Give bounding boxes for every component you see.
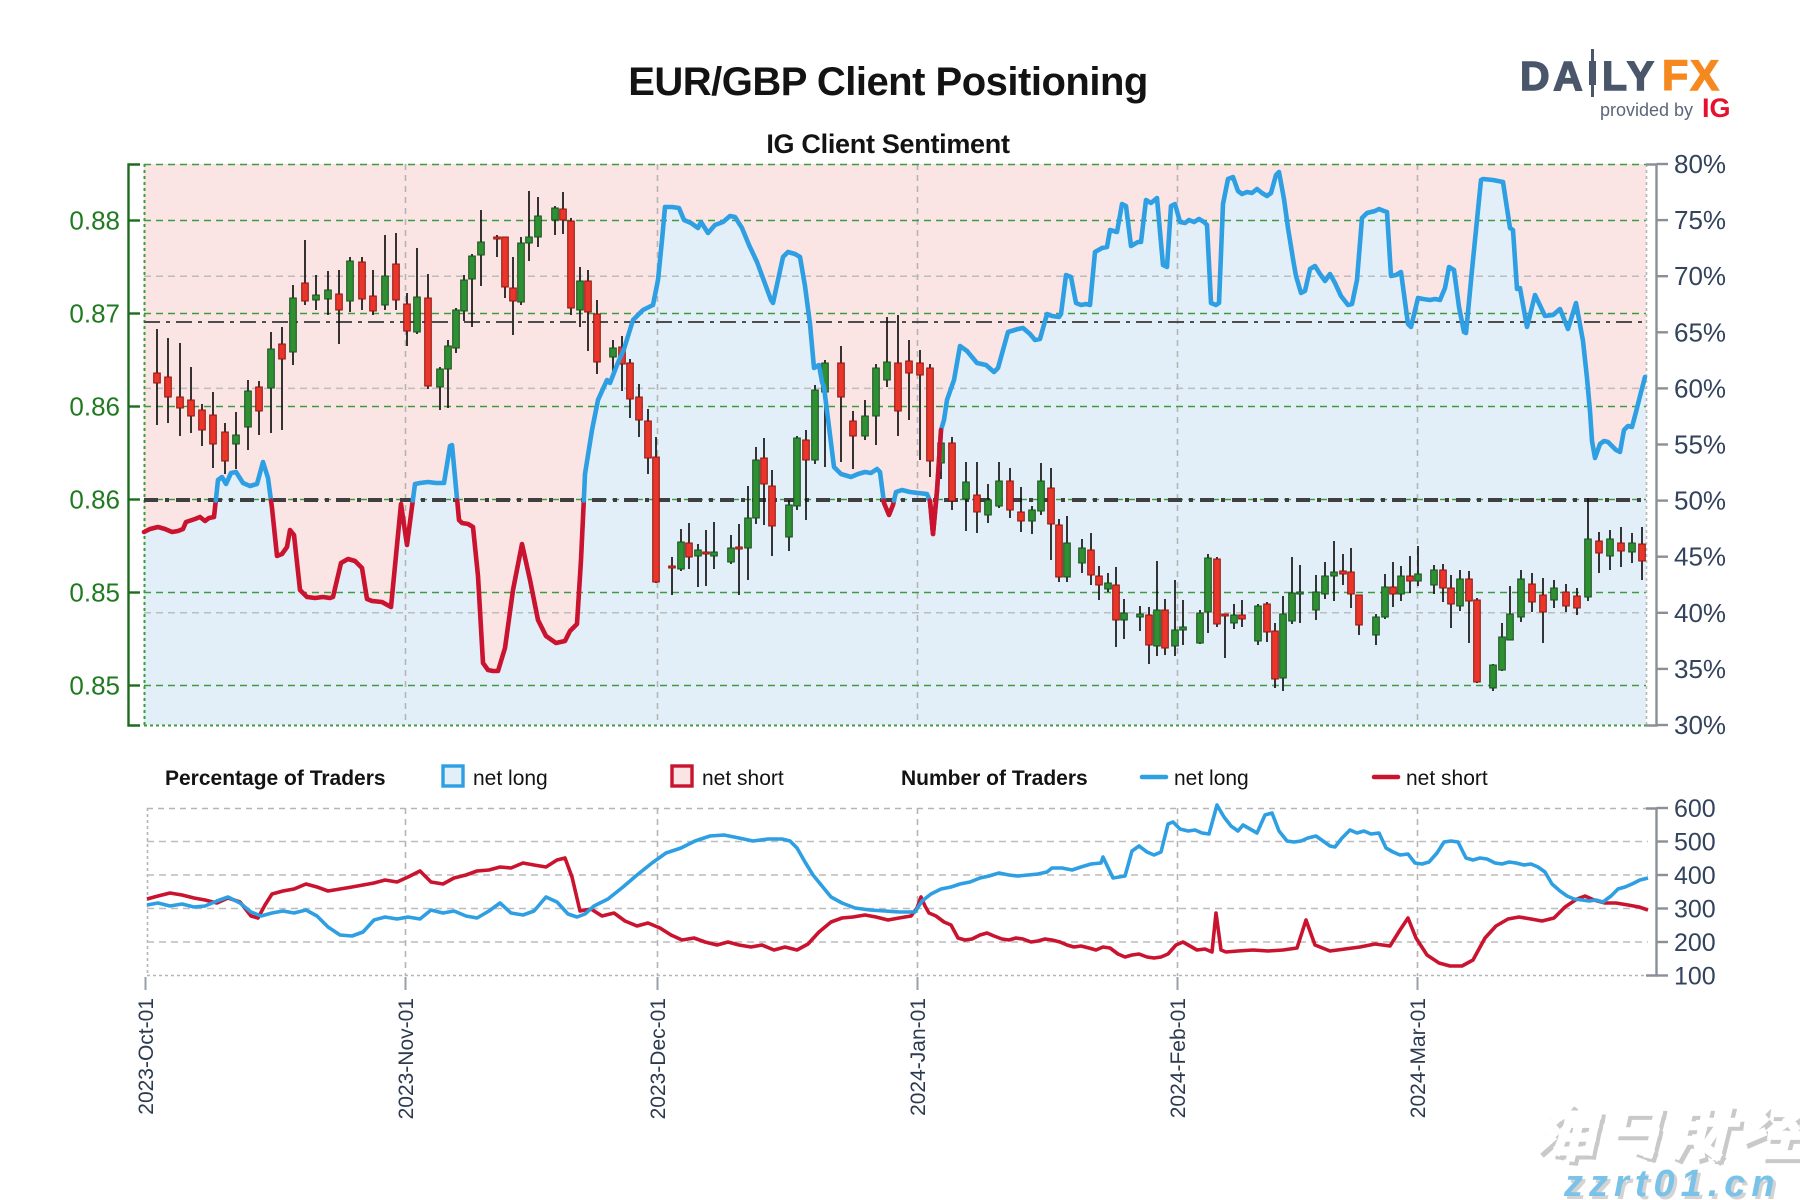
svg-text:IG: IG bbox=[1702, 93, 1731, 123]
svg-text:80%: 80% bbox=[1674, 149, 1726, 179]
svg-text:2024-Jan-01: 2024-Jan-01 bbox=[907, 998, 930, 1116]
svg-text:45%: 45% bbox=[1674, 542, 1726, 572]
svg-text:30%: 30% bbox=[1674, 710, 1726, 740]
svg-text:600: 600 bbox=[1674, 795, 1716, 823]
svg-text:Percentage of Traders: Percentage of Traders bbox=[165, 767, 386, 790]
svg-text:400: 400 bbox=[1674, 862, 1716, 890]
svg-text:2023-Dec-01: 2023-Dec-01 bbox=[647, 998, 670, 1119]
svg-text:net short: net short bbox=[702, 767, 784, 790]
svg-text:300: 300 bbox=[1674, 896, 1716, 924]
svg-text:500: 500 bbox=[1674, 829, 1716, 857]
svg-text:2023-Nov-01: 2023-Nov-01 bbox=[395, 998, 418, 1119]
svg-text:LY: LY bbox=[1602, 53, 1658, 99]
svg-text:net short: net short bbox=[1406, 767, 1488, 790]
svg-text:60%: 60% bbox=[1674, 373, 1726, 403]
svg-text:provided by: provided by bbox=[1600, 100, 1693, 120]
svg-text:0.85: 0.85 bbox=[69, 671, 120, 701]
svg-text:35%: 35% bbox=[1674, 654, 1726, 684]
svg-text:0.86: 0.86 bbox=[69, 485, 120, 515]
svg-text:2023-Oct-01: 2023-Oct-01 bbox=[135, 998, 158, 1115]
svg-text:100: 100 bbox=[1674, 963, 1716, 991]
svg-text:DA: DA bbox=[1520, 53, 1586, 99]
svg-text:0.88: 0.88 bbox=[69, 206, 120, 236]
svg-text:net long: net long bbox=[1174, 767, 1249, 790]
svg-text:55%: 55% bbox=[1674, 430, 1726, 460]
svg-text:50%: 50% bbox=[1674, 486, 1726, 516]
svg-text:200: 200 bbox=[1674, 929, 1716, 957]
svg-text:75%: 75% bbox=[1674, 205, 1726, 235]
svg-text:net long: net long bbox=[473, 767, 548, 790]
svg-text:0.85: 0.85 bbox=[69, 578, 120, 608]
svg-text:40%: 40% bbox=[1674, 598, 1726, 628]
svg-text:Number of Traders: Number of Traders bbox=[901, 767, 1088, 790]
svg-text:EUR/GBP Client Positioning: EUR/GBP Client Positioning bbox=[628, 60, 1148, 104]
svg-text:0.86: 0.86 bbox=[69, 392, 120, 422]
svg-text:65%: 65% bbox=[1674, 317, 1726, 347]
svg-text:0.87: 0.87 bbox=[69, 299, 120, 329]
svg-text:FX: FX bbox=[1662, 52, 1721, 100]
svg-text:70%: 70% bbox=[1674, 261, 1726, 291]
svg-text:IG Client Sentiment: IG Client Sentiment bbox=[766, 129, 1010, 159]
svg-text:2024-Mar-01: 2024-Mar-01 bbox=[1407, 998, 1430, 1118]
svg-text:zzrt01.cn: zzrt01.cn bbox=[1566, 1166, 1784, 1200]
svg-text:2024-Feb-01: 2024-Feb-01 bbox=[1167, 998, 1190, 1118]
svg-text:zzrt01.cn: zzrt01.cn bbox=[1563, 1163, 1781, 1200]
